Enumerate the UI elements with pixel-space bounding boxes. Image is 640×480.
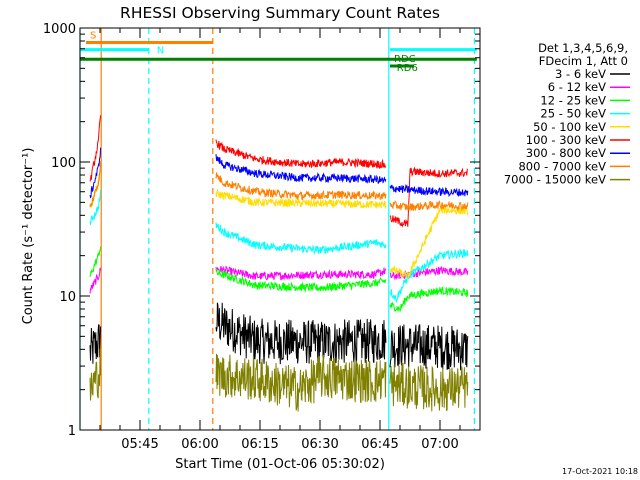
series-line-8-seg-0 (89, 348, 102, 401)
flag-label-s: S (90, 30, 96, 41)
series-line-3-seg-2 (389, 248, 469, 304)
footer-timestamp: 17-Oct-2021 10:18 (562, 467, 638, 476)
legend-entry-label: 6 - 12 keV (548, 80, 606, 94)
legend-header-line: Det 1,3,4,5,6,9, (538, 41, 628, 55)
series-line-4-seg-1 (215, 188, 387, 209)
series-line-6-seg-0 (89, 147, 102, 199)
series-line-7-seg-2 (389, 200, 469, 212)
legend-entry-label: 800 - 7000 keV (518, 159, 606, 173)
legend-header-line: FDecim 1, Att 0 (539, 54, 628, 68)
x-tick-label: 06:00 (181, 437, 218, 452)
legend-entry-label: 300 - 800 keV (526, 146, 606, 160)
legend-entry-label: 3 - 6 keV (555, 67, 606, 81)
x-tick-label: 06:15 (241, 437, 278, 452)
y-tick-label: 10 (59, 290, 76, 305)
series-line-4-seg-2 (389, 205, 469, 280)
series-line-5-seg-2 (389, 166, 469, 228)
x-tick-label: 05:45 (121, 437, 158, 452)
y-axis-label: Count Rate (s⁻¹ detector⁻¹) (21, 148, 36, 325)
y-tick-label: 100 (51, 156, 76, 171)
series-line-1-seg-1 (215, 265, 387, 281)
legend: Det 1,3,4,5,6,9,FDecim 1, Att 03 - 6 keV… (504, 41, 630, 187)
series-line-2-seg-0 (89, 246, 102, 278)
y-tick-label: 1000 (43, 22, 76, 37)
series-line-6-seg-1 (215, 154, 387, 184)
x-axis-label: Start Time (01-Oct-06 05:30:02) (175, 457, 385, 472)
series-line-8-seg-1 (215, 353, 387, 412)
series-line-2-seg-2 (389, 286, 469, 313)
series-line-3-seg-0 (89, 189, 102, 225)
series-line-0-seg-0 (89, 324, 102, 364)
legend-entry-label: 12 - 25 keV (540, 93, 606, 107)
series-line-5-seg-1 (215, 139, 387, 170)
chart-title: RHESSI Observing Summary Count Rates (120, 4, 440, 22)
plot-area: SNRDCRD6110100100005:4506:0006:1506:3006… (43, 22, 481, 452)
flag-label-n: N (157, 46, 164, 57)
legend-entry-label: 100 - 300 keV (526, 133, 606, 147)
y-tick-label: 1 (68, 424, 76, 439)
series-line-8-seg-2 (389, 362, 469, 412)
x-tick-label: 06:30 (301, 437, 338, 452)
series-line-7-seg-1 (215, 172, 387, 201)
x-tick-label: 06:45 (361, 437, 398, 452)
series-line-6-seg-2 (389, 183, 469, 197)
legend-entry-label: 7000 - 15000 keV (504, 173, 606, 187)
series-line-0-seg-1 (215, 302, 387, 365)
series-line-3-seg-1 (215, 222, 387, 255)
flag-label-rd6: RD6 (397, 63, 418, 74)
legend-entry-label: 25 - 50 keV (540, 107, 606, 121)
x-tick-label: 07:00 (421, 437, 458, 452)
series-line-2-seg-1 (215, 268, 387, 293)
series-line-0-seg-2 (389, 324, 469, 371)
series-line-1-seg-0 (89, 267, 102, 294)
legend-entry-label: 50 - 100 keV (533, 120, 606, 134)
series-line-5-seg-0 (89, 115, 102, 182)
series-line-7-seg-0 (89, 161, 102, 208)
